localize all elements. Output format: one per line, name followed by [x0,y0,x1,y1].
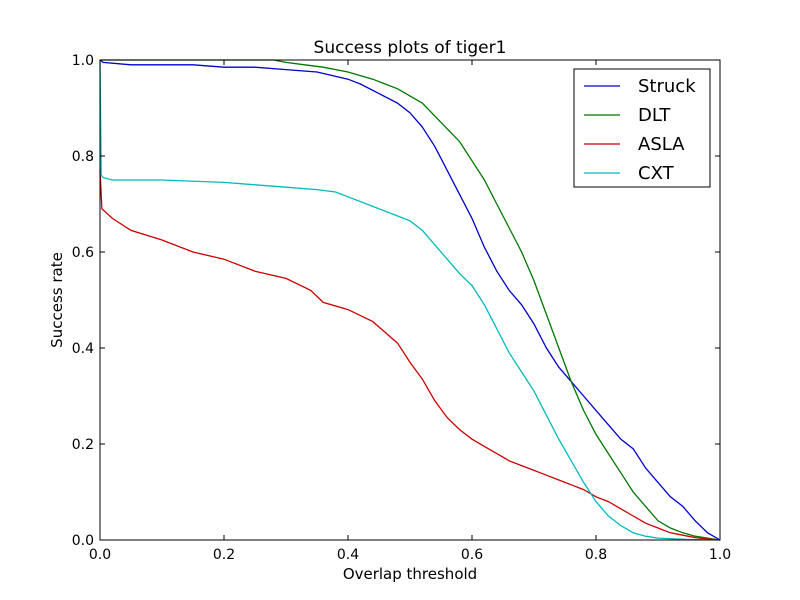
legend-label-cxt: CXT [638,163,675,184]
chart-title: Success plots of tiger1 [314,38,507,58]
series-line-dlt [100,59,721,541]
legend-label-struck: Struck [638,76,696,97]
series-layer [99,59,721,541]
x-tick-label: 0.6 [461,547,483,563]
x-axis-label: Overlap threshold [343,565,477,583]
series-line-cxt [99,59,721,541]
series-line-struck [99,59,721,541]
y-tick-label: 0.2 [72,437,94,453]
x-tick-label: 0.4 [337,547,359,563]
legend-label-asla: ASLA [638,134,685,155]
legend-box [573,68,711,188]
x-tick-label: 0.2 [213,547,235,563]
y-tick-label: 0.0 [72,533,94,549]
legend: Struck DLT ASLA CXT [573,68,711,188]
y-tick-label: 1.0 [72,53,94,69]
x-tick-label: 0.0 [89,547,111,563]
plot-frame [99,59,721,541]
y-axis-label: Success rate [48,252,66,348]
x-tick-label: 0.8 [585,547,607,563]
y-tick-label: 0.4 [72,341,94,357]
y-tick-label: 0.8 [72,149,94,165]
series-line-asla [99,170,721,541]
ticks-layer: 0.0 0.2 0.4 0.6 0.8 1.0 0.0 0.2 0.4 0.6 0.8 1.0 [72,53,731,563]
legend-label-dlt: DLT [638,105,671,126]
x-tick-label: 1.0 [709,547,731,563]
y-tick-label: 0.6 [72,245,94,261]
